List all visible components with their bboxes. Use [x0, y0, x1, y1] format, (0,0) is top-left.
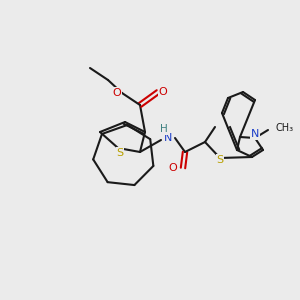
Text: H: H	[160, 124, 168, 134]
Text: O: O	[159, 87, 167, 97]
Text: O: O	[169, 163, 177, 173]
Text: CH₃: CH₃	[275, 123, 293, 133]
Text: H: H	[160, 123, 168, 133]
Text: N: N	[164, 133, 172, 143]
Text: N: N	[251, 129, 259, 139]
Text: N: N	[164, 132, 172, 142]
Text: S: S	[216, 155, 224, 165]
Text: O: O	[112, 88, 122, 98]
Text: S: S	[116, 148, 124, 158]
